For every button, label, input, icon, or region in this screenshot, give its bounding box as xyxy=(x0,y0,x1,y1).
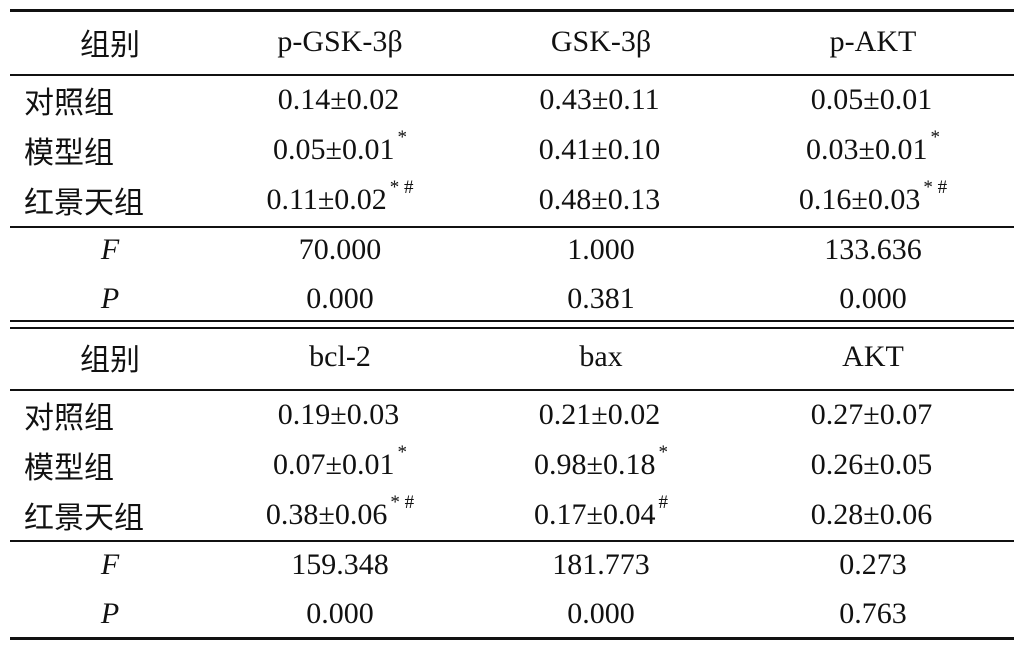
header-row: 组别 bcl-2 bax AKT xyxy=(10,332,1014,382)
data-cell: 0.41±0.10 xyxy=(470,125,732,175)
cell-value: 0.07±0.01 xyxy=(273,448,395,481)
stat-value: 0.000 xyxy=(839,282,907,315)
cell-value: 0.05±0.01 xyxy=(273,133,395,166)
cell-value: 0.03±0.01 xyxy=(806,133,928,166)
stat-value: 133.636 xyxy=(824,233,922,266)
stat-label: F xyxy=(100,233,120,266)
table-row: 对照组 0.14±0.02 0.43±0.11 0.05±0.01 xyxy=(10,75,1014,125)
group-label: 对照组 xyxy=(24,402,114,435)
stat-value: 159.348 xyxy=(291,548,389,581)
cell-value: 0.05±0.01 xyxy=(810,83,933,116)
stat-value: 0.000 xyxy=(306,282,374,315)
section-divider-b xyxy=(10,327,1014,329)
data-cell: 0.26±0.05 xyxy=(732,440,1014,490)
data-cell: 0.19±0.03 xyxy=(210,390,470,440)
header-cell: bax xyxy=(579,340,623,373)
cell-value: 0.27±0.07 xyxy=(810,398,933,431)
bottom-rule xyxy=(10,637,1014,640)
header-rule-2 xyxy=(10,389,1014,391)
header-cell: bcl-2 xyxy=(309,340,371,373)
cell-value: 0.11±0.02 xyxy=(266,183,387,216)
data-cell: 0.17±0.04 # xyxy=(470,490,732,540)
group-label: 模型组 xyxy=(24,137,114,170)
header-cell: 组别 xyxy=(80,344,140,377)
stat-value: 1.000 xyxy=(567,233,635,266)
table-row: 红景天组 0.38±0.06 * # 0.17±0.04 # 0.28±0.06 xyxy=(10,490,1014,540)
significance-mark: * # xyxy=(923,177,948,198)
data-cell: 0.48±0.13 xyxy=(470,175,732,225)
stat-value: 0.273 xyxy=(839,548,907,581)
stat-row-f: F 159.348 181.773 0.273 xyxy=(10,540,1014,590)
stat-row-p: P 0.000 0.000 0.763 xyxy=(10,589,1014,639)
significance-mark: * xyxy=(930,127,940,148)
data-cell: 0.43±0.11 xyxy=(470,75,732,125)
cell-value: 0.19±0.03 xyxy=(277,398,400,431)
cell-value: 0.98±0.18 xyxy=(534,448,656,481)
stats-rule-2 xyxy=(10,540,1014,542)
data-cell: 0.98±0.18 * xyxy=(470,440,732,490)
stat-label: P xyxy=(100,597,120,630)
header-cell: p-AKT xyxy=(829,25,917,58)
cell-value: 0.41±0.10 xyxy=(538,133,661,166)
data-cell: 0.27±0.07 xyxy=(732,390,1014,440)
cell-value: 0.48±0.13 xyxy=(538,183,661,216)
header-cell: GSK-3β xyxy=(550,25,652,58)
stat-value: 181.773 xyxy=(552,548,650,581)
cell-value: 0.43±0.11 xyxy=(539,83,660,116)
data-cell: 0.14±0.02 xyxy=(210,75,470,125)
table-row: 红景天组 0.11±0.02 * # 0.48±0.13 0.16±0.03 * # xyxy=(10,175,1014,225)
significance-mark: * # xyxy=(389,177,414,198)
top-rule xyxy=(10,9,1014,12)
significance-mark: # xyxy=(658,492,668,513)
header-cell: AKT xyxy=(842,340,904,373)
stat-value: 0.763 xyxy=(839,597,907,630)
table-row: 模型组 0.07±0.01 * 0.98±0.18 * 0.26±0.05 xyxy=(10,440,1014,490)
stat-value: 0.000 xyxy=(567,597,635,630)
section-divider-a xyxy=(10,320,1014,322)
header-cell: 组别 xyxy=(80,29,140,62)
significance-mark: * # xyxy=(390,492,415,513)
group-label: 对照组 xyxy=(24,87,114,120)
group-label: 红景天组 xyxy=(24,187,144,220)
data-cell: 0.07±0.01 * xyxy=(210,440,470,490)
header-rule-1 xyxy=(10,74,1014,76)
stat-value: 70.000 xyxy=(298,233,382,266)
group-label: 红景天组 xyxy=(24,502,144,535)
data-cell: 0.21±0.02 xyxy=(470,390,732,440)
significance-mark: * xyxy=(397,127,407,148)
stat-label: P xyxy=(100,282,120,315)
stats-rule-1 xyxy=(10,226,1014,228)
data-cell: 0.38±0.06 * # xyxy=(210,490,470,540)
cell-value: 0.38±0.06 xyxy=(265,498,388,531)
data-cell: 0.05±0.01 * xyxy=(210,125,470,175)
data-cell: 0.16±0.03 * # xyxy=(732,175,1014,225)
stat-row-p: P 0.000 0.381 0.000 xyxy=(10,274,1014,324)
significance-mark: * xyxy=(658,442,668,463)
significance-mark: * xyxy=(397,442,407,463)
header-row: 组别 p-GSK-3β GSK-3β p-AKT xyxy=(10,17,1014,67)
cell-value: 0.26±0.05 xyxy=(810,448,933,481)
stat-value: 0.381 xyxy=(567,282,635,315)
stat-value: 0.000 xyxy=(306,597,374,630)
cell-value: 0.17±0.04 xyxy=(534,498,656,531)
table-row: 模型组 0.05±0.01 * 0.41±0.10 0.03±0.01 * xyxy=(10,125,1014,175)
cell-value: 0.16±0.03 xyxy=(798,183,921,216)
header-cell: p-GSK-3β xyxy=(277,25,403,58)
data-cell: 0.28±0.06 xyxy=(732,490,1014,540)
cell-value: 0.14±0.02 xyxy=(277,83,400,116)
group-label: 模型组 xyxy=(24,452,114,485)
data-cell: 0.05±0.01 xyxy=(732,75,1014,125)
cell-value: 0.28±0.06 xyxy=(810,498,933,531)
cell-value: 0.21±0.02 xyxy=(538,398,661,431)
data-cell: 0.11±0.02 * # xyxy=(210,175,470,225)
data-cell: 0.03±0.01 * xyxy=(732,125,1014,175)
table-row: 对照组 0.19±0.03 0.21±0.02 0.27±0.07 xyxy=(10,390,1014,440)
stat-label: F xyxy=(100,548,120,581)
stat-row-f: F 70.000 1.000 133.636 xyxy=(10,225,1014,275)
